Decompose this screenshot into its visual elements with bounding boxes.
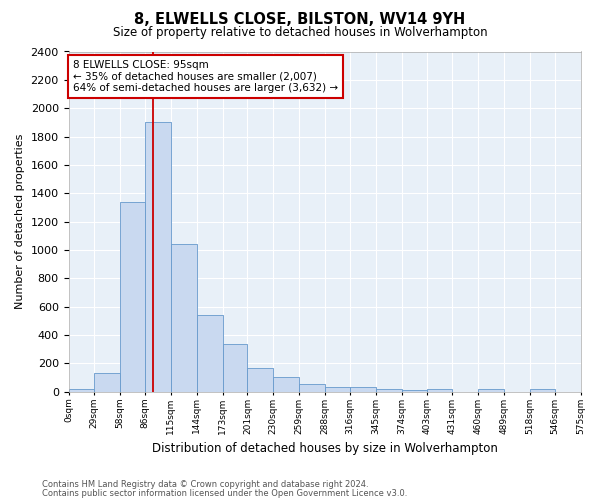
Bar: [247, 368, 274, 392]
Y-axis label: Number of detached properties: Number of detached properties: [15, 134, 25, 310]
Bar: [223, 344, 247, 392]
Bar: [94, 374, 120, 392]
Bar: [325, 387, 350, 392]
Bar: [350, 388, 376, 392]
Bar: [299, 384, 325, 392]
Bar: [530, 389, 554, 392]
Text: Contains public sector information licensed under the Open Government Licence v3: Contains public sector information licen…: [42, 489, 407, 498]
Text: 8, ELWELLS CLOSE, BILSTON, WV14 9YH: 8, ELWELLS CLOSE, BILSTON, WV14 9YH: [134, 12, 466, 28]
Bar: [145, 122, 171, 392]
Text: Size of property relative to detached houses in Wolverhampton: Size of property relative to detached ho…: [113, 26, 487, 39]
Bar: [120, 202, 145, 392]
Bar: [401, 390, 427, 392]
Bar: [171, 244, 197, 392]
Bar: [376, 389, 401, 392]
Bar: [68, 389, 94, 392]
Bar: [197, 315, 223, 392]
Bar: [427, 389, 452, 392]
Bar: [478, 389, 504, 392]
X-axis label: Distribution of detached houses by size in Wolverhampton: Distribution of detached houses by size …: [152, 442, 497, 455]
Text: Contains HM Land Registry data © Crown copyright and database right 2024.: Contains HM Land Registry data © Crown c…: [42, 480, 368, 489]
Bar: [274, 377, 299, 392]
Text: 8 ELWELLS CLOSE: 95sqm
← 35% of detached houses are smaller (2,007)
64% of semi-: 8 ELWELLS CLOSE: 95sqm ← 35% of detached…: [73, 60, 338, 93]
